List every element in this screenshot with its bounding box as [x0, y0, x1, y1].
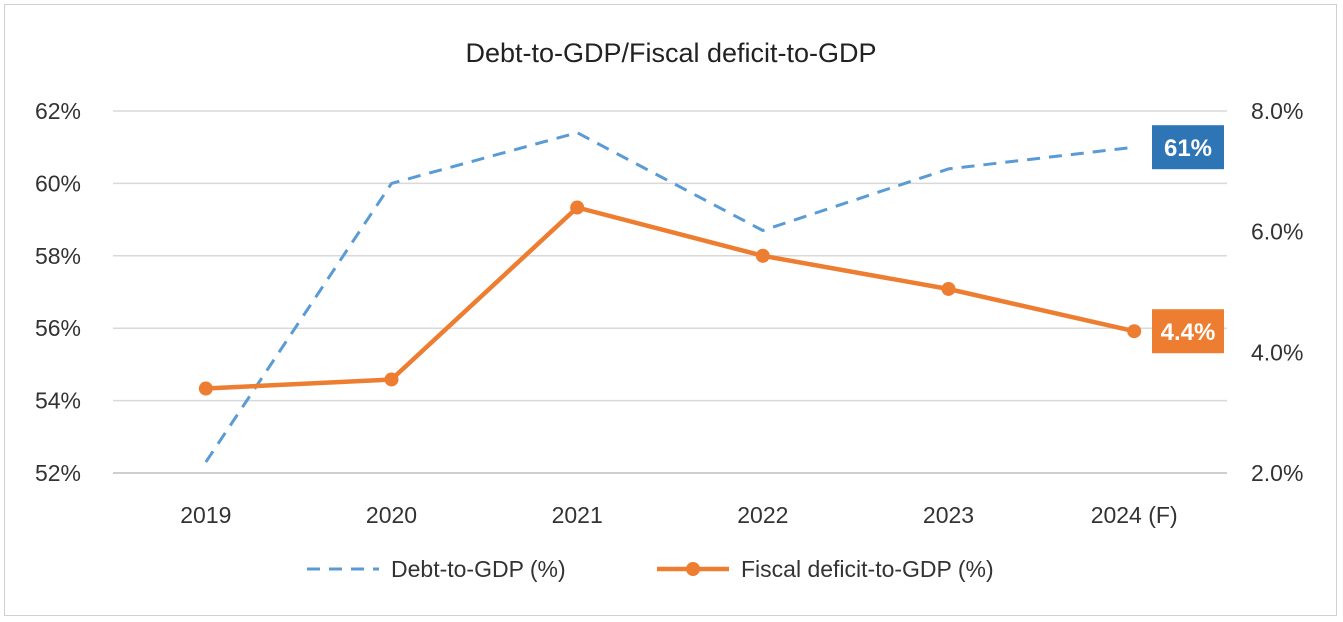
x-tick-label: 2024 (F)	[1091, 502, 1178, 528]
end-label-2: 4.4%	[1152, 309, 1224, 354]
end-label-1: 61%	[1152, 125, 1224, 170]
legend-item-2: Fiscal deficit-to-GDP (%)	[657, 556, 994, 582]
end-label-text: 4.4%	[1161, 319, 1216, 346]
legend-item-1: Debt-to-GDP (%)	[307, 556, 566, 582]
legend-label: Debt-to-GDP (%)	[391, 556, 566, 582]
left-tick-label: 60%	[35, 170, 81, 196]
data-point	[755, 248, 770, 263]
right-tick-label: 4.0%	[1251, 339, 1303, 365]
right-axis: 2.0% 4.0% 6.0% 8.0%	[1251, 98, 1303, 486]
x-tick-label: 2020	[366, 502, 417, 528]
left-tick-label: 54%	[35, 388, 81, 414]
x-tick-label: 2023	[923, 502, 974, 528]
line-chart: Debt-to-GDP/Fiscal deficit-to-GDP 52% 54%…	[35, 38, 1303, 582]
right-tick-label: 2.0%	[1251, 460, 1303, 486]
left-tick-label: 58%	[35, 243, 81, 269]
x-axis: 2019 2020 2021 2022 2023 2024 (F)	[180, 502, 1177, 528]
legend-label: Fiscal deficit-to-GDP (%)	[741, 556, 994, 582]
chart-title: Debt-to-GDP/Fiscal deficit-to-GDP	[465, 38, 876, 68]
data-point	[1127, 324, 1142, 339]
right-tick-label: 8.0%	[1251, 98, 1303, 124]
data-point	[570, 200, 585, 215]
end-labels: 61% 4.4%	[1152, 125, 1224, 354]
chart-frame: Debt-to-GDP/Fiscal deficit-to-GDP 52% 54%…	[4, 4, 1337, 616]
gridlines	[113, 110, 1227, 474]
data-point	[941, 281, 956, 296]
legend-marker	[686, 562, 700, 576]
left-tick-label: 52%	[35, 460, 81, 486]
left-tick-label: 56%	[35, 315, 81, 341]
series-line-2	[205, 205, 1135, 391]
right-tick-label: 6.0%	[1251, 219, 1303, 245]
series-layer	[198, 131, 1142, 463]
x-tick-label: 2019	[180, 502, 231, 528]
legend: Debt-to-GDP (%) Fiscal deficit-to-GDP (%)	[307, 556, 994, 582]
data-point	[384, 372, 399, 387]
data-point	[198, 381, 213, 396]
x-tick-label: 2021	[552, 502, 603, 528]
left-axis: 52% 54% 56% 58% 60% 62%	[35, 98, 81, 486]
end-label-text: 61%	[1164, 135, 1212, 162]
x-tick-label: 2022	[737, 502, 788, 528]
left-tick-label: 62%	[35, 98, 81, 124]
